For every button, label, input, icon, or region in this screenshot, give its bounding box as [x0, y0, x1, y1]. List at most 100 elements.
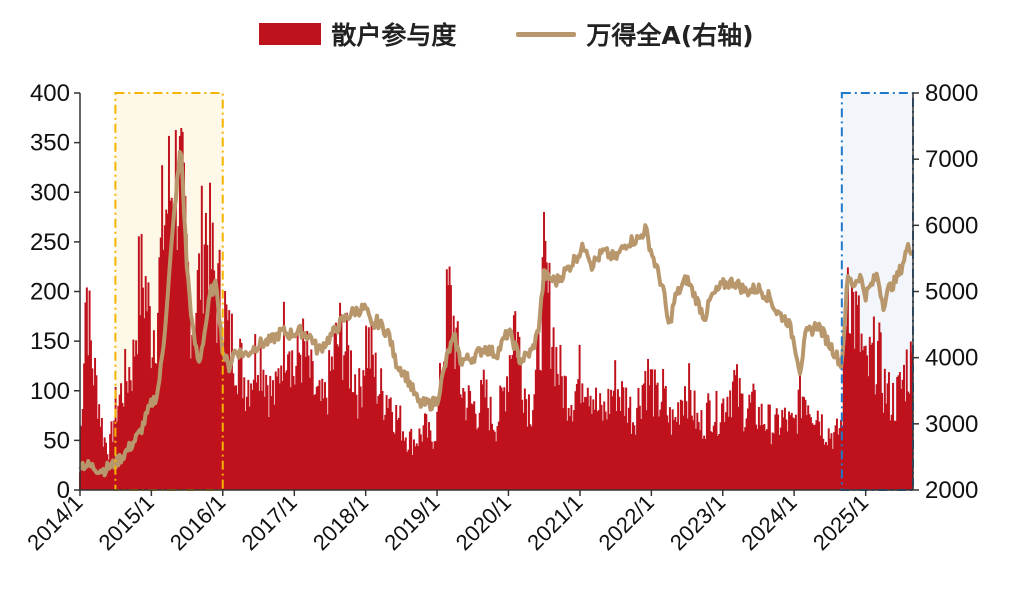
bar-443: [685, 401, 688, 490]
bar-183: [329, 371, 332, 490]
bar-128: [254, 334, 257, 490]
bar-606: [908, 393, 911, 490]
bar-65: [167, 135, 170, 490]
bar-238: [404, 437, 407, 490]
bar-193: [343, 355, 346, 490]
bar-593: [890, 414, 893, 490]
bar-153: [288, 351, 291, 490]
line-series: [78, 150, 913, 478]
bar-266: [443, 361, 446, 490]
bar-499: [762, 425, 765, 490]
bar-366: [579, 403, 582, 490]
bar-211: [367, 327, 370, 490]
bar-313: [507, 391, 510, 490]
bar-465: [715, 390, 718, 490]
bar-261: [436, 411, 439, 490]
bar-174: [317, 385, 320, 490]
bar-194: [344, 351, 347, 490]
bar-604: [905, 349, 908, 490]
bar-547: [827, 428, 830, 490]
bar-357: [567, 407, 570, 490]
bar-493: [753, 389, 756, 490]
bar-221: [381, 391, 384, 490]
bar-33: [124, 348, 127, 490]
bar-400: [626, 422, 629, 490]
bar-2: [81, 409, 84, 490]
bar-137: [266, 385, 269, 490]
bar-403: [630, 433, 633, 490]
bar-287: [471, 404, 474, 490]
bar-133: [261, 390, 264, 490]
bar-191: [340, 314, 343, 490]
bar-85: [195, 312, 198, 490]
bar-529: [803, 397, 806, 490]
bar-131: [258, 390, 261, 490]
bar-185: [332, 369, 335, 490]
bar-80: [188, 285, 191, 490]
bar-481: [737, 406, 740, 490]
bar-570: [859, 351, 862, 490]
bar-330: [530, 426, 533, 490]
bar-569: [857, 295, 860, 490]
bar-340: [544, 240, 547, 490]
bar-596: [894, 420, 897, 490]
bar-435: [674, 416, 677, 490]
bar-437: [677, 402, 680, 490]
bar-284: [467, 385, 470, 490]
bar-224: [385, 395, 388, 490]
bar-587: [882, 412, 885, 490]
bar-319: [515, 357, 518, 490]
bar-585: [879, 332, 882, 490]
bar-382: [601, 420, 604, 490]
bar-216: [374, 352, 377, 490]
bar-347: [553, 386, 556, 490]
bar-241: [408, 431, 411, 490]
y-right-tick-label-2: 4000: [925, 345, 978, 372]
bar-93: [206, 245, 209, 490]
bar-505: [770, 444, 773, 490]
bar-433: [671, 409, 674, 490]
bar-580: [872, 316, 875, 490]
bar-296: [484, 397, 487, 490]
bar-395: [619, 411, 622, 490]
bar-353: [562, 408, 565, 490]
bar-464: [714, 421, 717, 490]
bar-37: [129, 380, 132, 490]
bar-199: [351, 392, 354, 490]
bar-91: [203, 244, 206, 490]
bar-410: [640, 418, 643, 490]
bar-219: [378, 394, 381, 490]
bar-388: [610, 389, 613, 490]
y-left-tick-label-6: 300: [30, 179, 70, 206]
bar-170: [311, 361, 314, 490]
bar-136: [265, 374, 268, 490]
bar-114: [235, 385, 238, 490]
bar-260: [434, 441, 437, 490]
bar-21: [107, 459, 110, 490]
bar-196: [347, 345, 350, 490]
bar-108: [226, 320, 229, 490]
bar-121: [244, 411, 247, 490]
bar-306: [497, 421, 500, 490]
bar-275: [455, 327, 458, 490]
bar-242: [410, 428, 413, 490]
bar-55: [154, 362, 157, 490]
bar-415: [647, 358, 650, 490]
bar-488: [746, 408, 749, 490]
bar-72: [177, 226, 180, 491]
bar-217: [376, 403, 379, 490]
bar-603: [904, 401, 907, 490]
x-tick-label-4: 2018/1: [308, 490, 373, 555]
bar-533: [808, 414, 811, 490]
bar-554: [837, 434, 840, 490]
bar-521: [792, 417, 795, 490]
bar-577: [868, 336, 871, 490]
bar-207: [362, 370, 365, 490]
bar-494: [755, 424, 758, 490]
bar-364: [577, 379, 580, 490]
bar-229: [392, 431, 395, 490]
bar-329: [529, 424, 532, 490]
bar-560: [845, 325, 848, 490]
y-left-tick-label-4: 200: [30, 279, 70, 306]
bar-119: [241, 398, 244, 490]
